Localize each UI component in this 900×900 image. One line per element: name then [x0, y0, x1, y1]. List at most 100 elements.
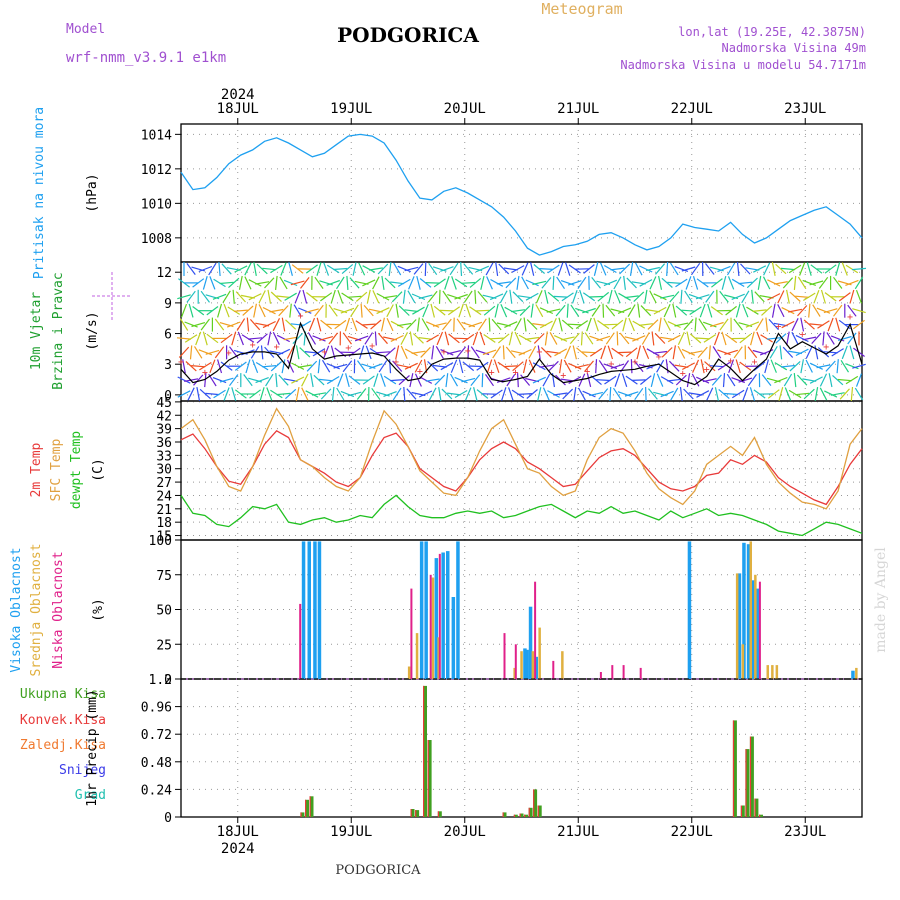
wind-marker: +: [847, 312, 853, 323]
wind-arrow: [372, 276, 380, 290]
wind-arrow: [209, 359, 216, 374]
wind-arrow: [788, 389, 802, 399]
y-tick-label: 0: [164, 811, 172, 826]
wind-arrow: [433, 278, 446, 288]
wind-arrow: [575, 320, 589, 329]
wind-arrow: [552, 275, 555, 290]
wind-arrow: [556, 276, 565, 290]
wind-arrow: [512, 361, 524, 372]
panel-frame: [180, 678, 863, 818]
wind-arrow: [763, 262, 771, 276]
wind-arrow: [508, 331, 513, 346]
wind-arrow: [432, 364, 447, 368]
wind-arrow: [503, 267, 518, 271]
pressure-axis-title: Pritisak na nivou mora: [32, 107, 47, 279]
wind-arrow: [753, 265, 767, 273]
wind-arrow: [562, 388, 574, 400]
wind-arrow: [816, 364, 831, 369]
wind-arrow: [276, 295, 291, 299]
wind-arrow: [465, 303, 472, 318]
wind-arrow: [845, 363, 859, 370]
y-tick-label: 0: [164, 673, 172, 688]
low_cloud-bar: [552, 660, 555, 679]
wind-arrow: [633, 291, 645, 303]
wind-marker: +: [728, 356, 734, 367]
wind-arrow: [611, 319, 624, 330]
wind-marker: +: [178, 357, 184, 368]
top-day-label: 23JUL: [784, 101, 826, 117]
wind-arrow: [684, 290, 693, 303]
wind-arrow: [234, 361, 247, 371]
y-tick-label: 27: [156, 476, 172, 491]
bottom-day-label: 23JUL: [784, 824, 826, 840]
wind-arrow: [218, 261, 221, 277]
wind-arrow: [696, 376, 710, 384]
precip-bar: [309, 796, 314, 817]
wind-arrow: [722, 373, 726, 388]
wind-arrow: [718, 388, 730, 400]
wind-arrow: [262, 306, 276, 315]
wind-arrow: [702, 321, 717, 328]
wind-arrow: [812, 304, 821, 317]
precip-bar: [759, 814, 763, 817]
wind-arrow: [663, 304, 671, 318]
wind-arrow: [789, 291, 801, 302]
wind-arrow: [187, 387, 195, 401]
precip-bar: [524, 814, 528, 817]
wind-arrow: [491, 318, 502, 331]
wind-arrow: [454, 337, 469, 340]
wind-arrow: [547, 291, 560, 302]
wind-arrow: [686, 331, 691, 346]
wind-arrow: [669, 291, 680, 303]
high_cloud-bar: [434, 558, 439, 679]
wind-arrow: [632, 335, 646, 342]
wind-arrow: [609, 386, 612, 402]
wind-arrow: [542, 373, 551, 387]
wind-arrow: [660, 376, 674, 385]
precip-bar: [749, 736, 754, 817]
wind-arrow: [445, 373, 449, 388]
wind-arrow: [246, 317, 250, 332]
wind-arrow: [192, 306, 205, 316]
wind-arrow: [351, 317, 358, 332]
wind-arrow: [841, 345, 848, 360]
wind-arrow: [823, 351, 838, 354]
wind-arrow: [424, 261, 427, 277]
wind-arrow: [828, 373, 833, 388]
wind-arrow: [616, 331, 619, 346]
wind-arrow: [604, 375, 617, 385]
wind-arrow: [449, 373, 459, 387]
wind-arrow: [613, 387, 622, 401]
wind-arrow: [354, 335, 369, 342]
wind-arrow: [196, 386, 201, 402]
wind-arrow: [262, 267, 277, 271]
wind-arrow: [249, 319, 261, 331]
wind-arrow: [703, 334, 717, 343]
high_cloud-bar: [742, 542, 746, 679]
wind-arrow: [266, 387, 273, 401]
wind-arrow: [733, 318, 743, 331]
wind-arrow: [584, 332, 594, 345]
wind-arrow: [510, 309, 525, 313]
wind-arrow: [523, 317, 527, 332]
wind-arrow: [742, 303, 749, 318]
wind-arrow: [238, 275, 243, 290]
wind-arrow: [474, 289, 477, 304]
wind-arrow: [278, 374, 289, 386]
wind-marker: +: [489, 367, 495, 378]
wind-arrow: [232, 289, 235, 304]
wind-arrow: [468, 365, 483, 368]
wind-arrow: [822, 331, 825, 346]
model-name: wrf-nmm_v3.9.1 e1km: [66, 50, 226, 66]
wind-arrow: [432, 322, 447, 327]
mid_cloud-bar: [766, 665, 769, 679]
wind-arrow: [361, 323, 376, 326]
footer-station: PODGORICA: [335, 863, 421, 878]
wind-arrow: [624, 391, 639, 397]
cloud-unit: (%): [91, 598, 106, 621]
wind-arrow: [322, 345, 330, 360]
wind-arrow: [625, 375, 638, 385]
wind-arrow: [681, 266, 696, 272]
wind-arrow: [425, 378, 440, 382]
wind-arrow: [674, 266, 689, 272]
